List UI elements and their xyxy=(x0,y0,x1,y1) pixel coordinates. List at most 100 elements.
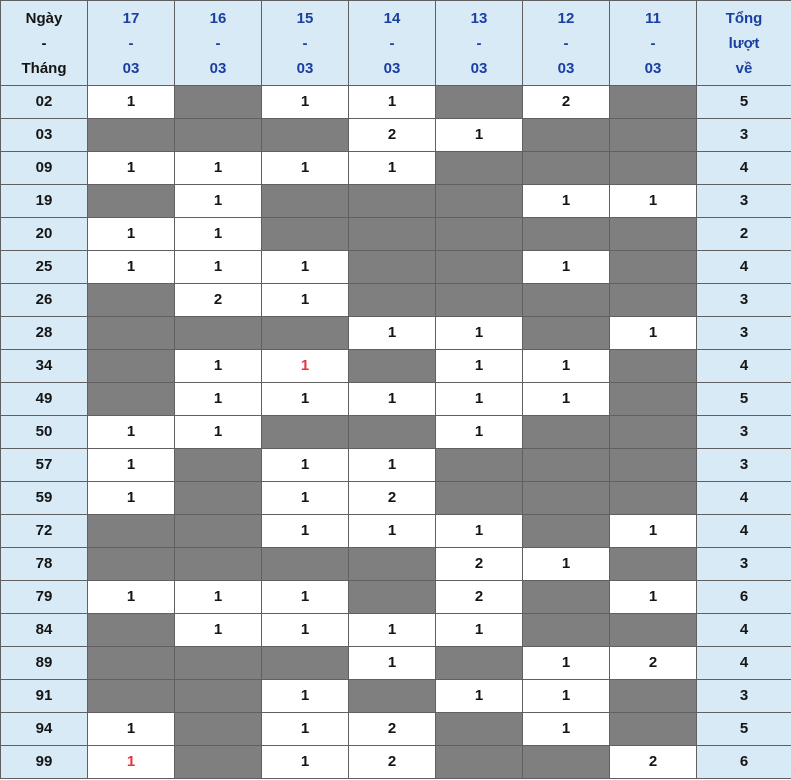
row-label: 89 xyxy=(0,646,88,680)
cell-empty xyxy=(87,514,175,548)
cell-empty xyxy=(522,118,610,152)
header-line: Tổng xyxy=(725,9,763,27)
cell-value: 1 xyxy=(261,85,349,119)
cell-value: 1 xyxy=(261,250,349,284)
cell-value: 1 xyxy=(174,151,262,185)
row-total: 4 xyxy=(696,349,791,383)
cell-empty xyxy=(348,217,436,251)
cell-value: 1 xyxy=(435,316,523,350)
cell-value: 2 xyxy=(609,745,697,779)
header-line: - xyxy=(41,34,47,52)
cell-empty xyxy=(435,250,523,284)
cell-value: 1 xyxy=(348,85,436,119)
cell-value: 1 xyxy=(435,613,523,647)
header-date-14-03: 14 - 03 xyxy=(348,0,436,86)
row-label: 34 xyxy=(0,349,88,383)
cell-value: 1 xyxy=(87,151,175,185)
header-line: 03 xyxy=(122,59,140,77)
header-line: về xyxy=(735,59,753,77)
table-row-79: 79 1 1 1 2 1 6 xyxy=(0,580,791,614)
header-line: 15 xyxy=(296,9,314,27)
cell-empty xyxy=(435,184,523,218)
header-line: 14 xyxy=(383,9,401,27)
cell-value: 2 xyxy=(435,547,523,581)
cell-empty xyxy=(348,547,436,581)
row-label: 94 xyxy=(0,712,88,746)
header-line: 16 xyxy=(209,9,227,27)
header-date-15-03: 15 - 03 xyxy=(261,0,349,86)
row-label: 57 xyxy=(0,448,88,482)
table-row-25: 25 1 1 1 1 4 xyxy=(0,250,791,284)
cell-empty xyxy=(522,613,610,647)
header-line: - xyxy=(128,34,134,52)
header-date-13-03: 13 - 03 xyxy=(435,0,523,86)
header-line: 12 xyxy=(557,9,575,27)
cell-empty xyxy=(435,448,523,482)
cell-value: 1 xyxy=(522,382,610,416)
cell-empty xyxy=(261,415,349,449)
row-total: 3 xyxy=(696,547,791,581)
row-total: 3 xyxy=(696,448,791,482)
row-total: 3 xyxy=(696,415,791,449)
row-label: 20 xyxy=(0,217,88,251)
row-label: 09 xyxy=(0,151,88,185)
cell-empty xyxy=(609,481,697,515)
header-line: 03 xyxy=(557,59,575,77)
row-total: 3 xyxy=(696,184,791,218)
cell-value: 1 xyxy=(174,250,262,284)
cell-empty xyxy=(609,151,697,185)
cell-empty xyxy=(348,184,436,218)
table-row-34: 34 1 1 1 1 4 xyxy=(0,349,791,383)
cell-value: 1 xyxy=(261,745,349,779)
row-label: 02 xyxy=(0,85,88,119)
cell-value: 2 xyxy=(435,580,523,614)
cell-value: 1 xyxy=(435,118,523,152)
cell-empty xyxy=(522,151,610,185)
row-total: 4 xyxy=(696,481,791,515)
cell-empty xyxy=(348,250,436,284)
header-line: 03 xyxy=(470,59,488,77)
cell-empty xyxy=(609,382,697,416)
cell-value: 1 xyxy=(522,250,610,284)
cell-value: 1 xyxy=(174,184,262,218)
table-row-26: 26 2 1 3 xyxy=(0,283,791,317)
cell-value: 1 xyxy=(348,151,436,185)
header-line: 03 xyxy=(296,59,314,77)
cell-empty xyxy=(522,514,610,548)
cell-empty xyxy=(261,316,349,350)
row-total: 5 xyxy=(696,712,791,746)
cell-value: 1 xyxy=(87,217,175,251)
row-total: 4 xyxy=(696,646,791,680)
row-label: 03 xyxy=(0,118,88,152)
row-total: 6 xyxy=(696,745,791,779)
row-label: 26 xyxy=(0,283,88,317)
cell-value: 1 xyxy=(261,349,349,383)
cell-value: 1 xyxy=(87,415,175,449)
header-day-month: Ngày - Tháng xyxy=(0,0,88,86)
cell-empty xyxy=(435,151,523,185)
header-line: - xyxy=(476,34,482,52)
table-row-78: 78 2 1 3 xyxy=(0,547,791,581)
cell-value: 2 xyxy=(348,118,436,152)
header-line: - xyxy=(563,34,569,52)
cell-empty xyxy=(174,547,262,581)
cell-value: 1 xyxy=(609,580,697,614)
row-label: 72 xyxy=(0,514,88,548)
cell-empty xyxy=(609,217,697,251)
cell-empty xyxy=(174,448,262,482)
header-line: - xyxy=(302,34,308,52)
cell-value: 2 xyxy=(348,481,436,515)
header-line: 03 xyxy=(644,59,662,77)
cell-value: 1 xyxy=(87,250,175,284)
cell-empty xyxy=(522,448,610,482)
cell-empty xyxy=(435,712,523,746)
table-body: 02 1 1 1 2 5 03 2 1 3 09 1 1 1 1 4 19 1 1 1 3 20 1 1 2 25 1 1 1 1 4 26 2… xyxy=(0,85,791,779)
row-total: 3 xyxy=(696,316,791,350)
cell-value: 1 xyxy=(174,613,262,647)
cell-empty xyxy=(174,514,262,548)
header-line: Tháng xyxy=(21,59,67,77)
cell-empty xyxy=(174,316,262,350)
table-row-09: 09 1 1 1 1 4 xyxy=(0,151,791,185)
cell-value: 1 xyxy=(609,316,697,350)
